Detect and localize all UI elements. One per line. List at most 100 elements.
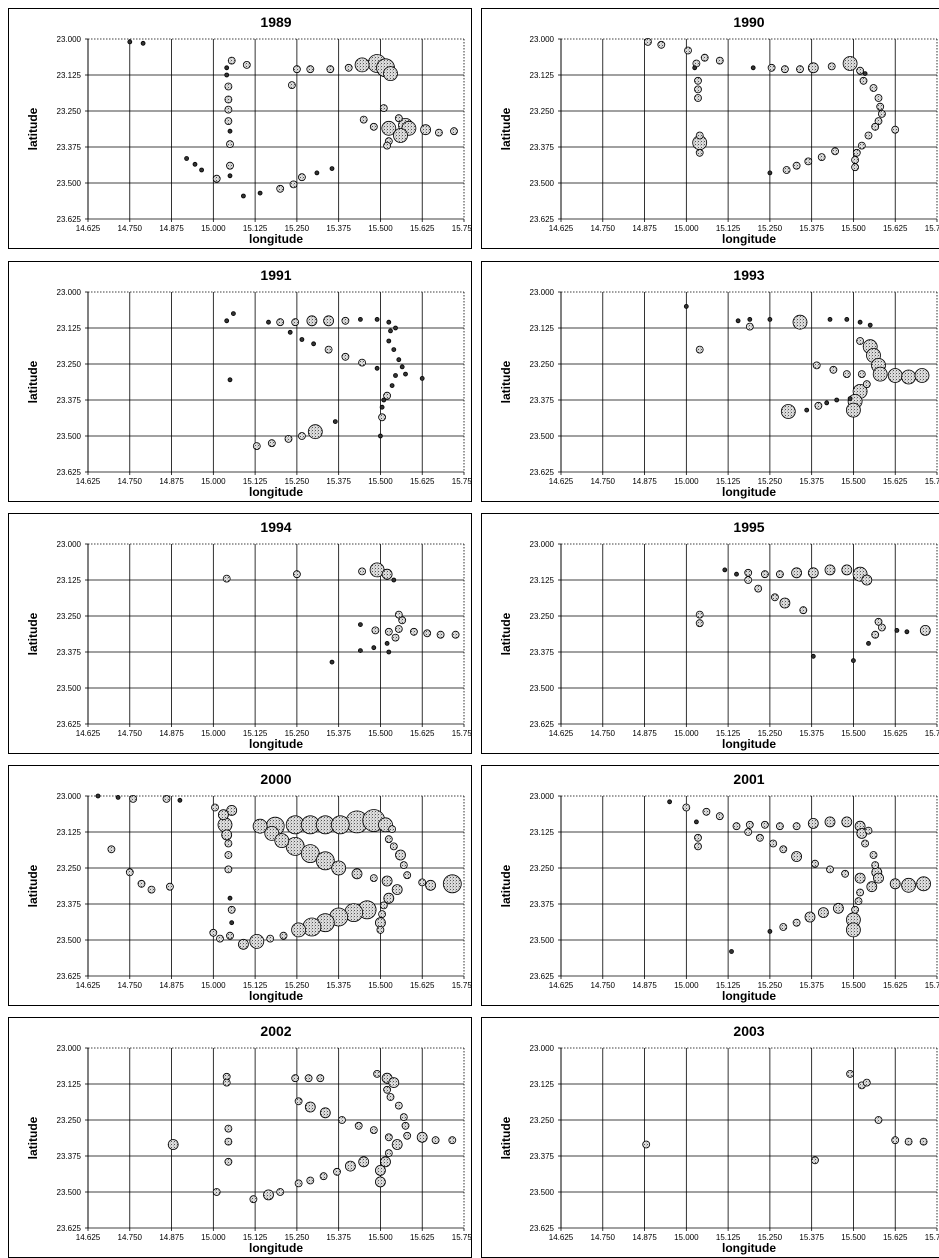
data-point: [775, 822, 784, 831]
data-point: [311, 341, 317, 347]
data-point: [782, 166, 791, 174]
x-tick-label: 15.125: [243, 1233, 268, 1242]
x-tick-label: 15.750: [452, 224, 471, 233]
data-point: [383, 66, 398, 81]
data-point: [657, 40, 666, 49]
data-point: [804, 911, 816, 923]
x-tick-label: 14.625: [549, 224, 574, 233]
data-point: [276, 184, 285, 193]
data-point: [357, 648, 363, 654]
data-point: [226, 161, 234, 170]
data-point: [391, 633, 400, 642]
y-axis-label: latitude: [26, 612, 40, 655]
y-tick-label: 23.500: [530, 684, 555, 693]
data-point: [695, 148, 704, 157]
chart-title: 1993: [733, 267, 764, 283]
data-point: [291, 1074, 300, 1083]
data-point: [384, 1149, 393, 1158]
data-point: [876, 102, 885, 111]
data-point: [302, 917, 322, 937]
data-point: [374, 365, 380, 371]
data-point: [393, 128, 408, 143]
x-axis-label: longitude: [722, 989, 776, 1003]
y-tick-label: 23.375: [530, 396, 555, 405]
data-point: [862, 1078, 871, 1087]
data-point: [242, 61, 251, 69]
data-point: [137, 879, 146, 888]
data-point: [162, 795, 171, 803]
data-point: [874, 94, 883, 102]
data-point: [916, 876, 932, 892]
y-tick-label: 23.375: [530, 1152, 555, 1161]
data-point: [226, 931, 234, 940]
data-point: [394, 1101, 403, 1110]
data-point: [358, 1156, 370, 1168]
data-point: [694, 85, 702, 94]
x-tick-label: 15.750: [452, 477, 471, 486]
data-point: [299, 337, 305, 342]
data-point: [702, 807, 711, 816]
data-point: [891, 125, 900, 134]
data-point: [403, 371, 408, 377]
data-point: [694, 76, 702, 85]
data-point: [887, 368, 903, 383]
data-point: [380, 1156, 391, 1168]
data-point: [224, 117, 233, 125]
x-tick-label: 15.625: [410, 224, 435, 233]
data-point: [332, 419, 338, 425]
y-tick-label: 23.000: [530, 288, 555, 297]
data-point: [358, 358, 367, 367]
y-tick-label: 23.375: [57, 648, 82, 657]
data-point: [357, 622, 363, 627]
data-point: [425, 879, 437, 891]
data-point: [735, 318, 741, 324]
data-point: [715, 56, 724, 65]
data-point: [264, 826, 280, 841]
data-point: [864, 131, 873, 140]
y-tick-label: 23.500: [57, 936, 82, 945]
data-point: [391, 347, 397, 352]
data-point: [224, 65, 230, 71]
data-point: [369, 1126, 378, 1134]
data-point: [792, 161, 801, 170]
data-point: [434, 128, 443, 137]
data-point: [904, 629, 910, 635]
data-point: [779, 845, 788, 854]
x-axis-label: longitude: [722, 232, 776, 246]
data-point: [722, 567, 728, 573]
data-point: [682, 803, 691, 812]
data-point: [695, 619, 704, 628]
chart-svg-2000: 14.625 14.750 14.875 15.000 15.125 15.250 15.3…: [26, 771, 471, 1003]
y-axis-label: latitude: [26, 360, 40, 403]
data-point: [700, 53, 709, 62]
y-tick-label: 23.625: [530, 972, 555, 981]
data-point: [276, 318, 285, 327]
x-tick-label: 15.250: [285, 477, 310, 486]
x-tick-label: 15.375: [799, 224, 824, 233]
data-point: [807, 567, 819, 579]
data-point: [734, 571, 739, 577]
data-point: [284, 434, 293, 443]
data-point: [919, 1137, 928, 1146]
y-tick-label: 23.500: [57, 1188, 82, 1197]
y-axis-label: latitude: [26, 864, 40, 907]
y-tick-label: 23.625: [530, 468, 555, 477]
data-point: [125, 868, 134, 877]
data-point: [306, 1176, 315, 1185]
data-point: [297, 432, 306, 440]
x-tick-label: 15.000: [674, 729, 699, 738]
data-point: [217, 809, 229, 821]
data-point: [842, 56, 858, 71]
x-tick-label: 15.750: [452, 729, 471, 738]
y-tick-label: 23.250: [57, 107, 82, 116]
y-tick-label: 23.000: [57, 540, 82, 549]
data-point: [769, 839, 778, 848]
data-point: [807, 62, 819, 74]
data-point: [107, 845, 116, 854]
chart-title: 2000: [260, 771, 291, 787]
data-point: [329, 166, 335, 172]
data-point: [378, 413, 387, 422]
x-axis-label: longitude: [249, 232, 303, 246]
data-point: [832, 902, 844, 914]
data-point: [852, 148, 861, 157]
